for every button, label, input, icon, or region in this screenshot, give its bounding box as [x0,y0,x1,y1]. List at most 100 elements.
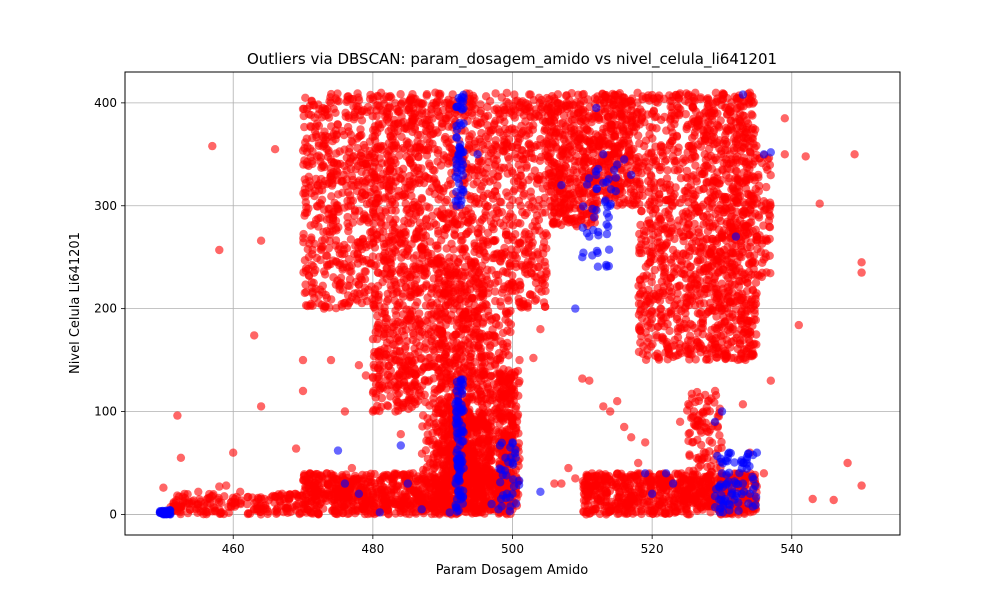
data-point [476,137,485,146]
data-point [301,93,310,103]
data-point [391,158,400,168]
data-point [355,289,364,299]
data-point [402,283,411,292]
data-point [419,178,429,188]
data-point [649,107,658,116]
data-point [406,93,416,102]
data-point [667,292,676,302]
data-point [567,89,576,98]
data-point [471,104,480,114]
data-point [698,317,707,326]
data-point [328,227,337,236]
data-point [299,111,308,121]
data-point [370,300,379,309]
data-point [370,285,380,294]
data-point [399,275,409,285]
data-point [526,268,536,278]
data-point [304,204,313,213]
data-point [509,235,518,245]
data-point [344,111,353,120]
data-point [520,249,530,259]
data-point [660,157,670,166]
data-point [494,270,503,279]
data-point [360,143,369,152]
data-point [394,228,403,238]
data-point [335,279,345,288]
data-point [399,248,408,257]
data-point [471,273,480,282]
data-point [624,143,633,152]
data-point [337,302,347,311]
data-point [478,362,487,371]
data-point [383,401,392,410]
data-point [492,150,501,160]
data-point [709,186,718,196]
data-point [384,139,394,148]
data-point [654,212,664,221]
data-point [545,173,554,182]
chart-title: Outliers via DBSCAN: param_dosagem_amido… [247,50,777,69]
data-point [304,172,313,181]
data-point [673,333,683,342]
data-point [611,144,620,153]
data-point [316,157,325,166]
data-point [677,306,686,316]
data-point [642,219,652,229]
data-point [467,349,476,358]
data-point [499,221,508,230]
data-point [455,366,464,375]
data-point [319,227,328,237]
data-point [480,248,489,257]
data-point [594,140,604,149]
data-point [327,192,336,201]
data-point [324,148,333,157]
data-point [423,293,432,302]
data-point [318,281,327,290]
data-point [434,146,443,155]
data-point [383,158,392,167]
data-point [676,323,685,332]
data-point [310,239,319,248]
data-point [444,393,453,402]
data-point [607,120,616,129]
data-point [520,300,529,309]
data-point [422,90,432,99]
data-point [402,337,412,346]
data-point [319,267,329,276]
data-point [537,287,546,296]
data-point [662,126,671,135]
data-point [508,102,518,111]
data-point [581,116,590,126]
data-point [664,210,673,219]
data-point [635,307,645,316]
data-point [343,291,353,300]
data-point [344,255,354,264]
data-point [311,265,320,275]
data-point [688,186,697,195]
data-point [327,132,337,141]
data-point [325,204,334,214]
data-point [567,127,576,136]
data-point [402,124,411,134]
data-point [312,215,321,225]
data-point [636,105,645,114]
data-point [561,147,571,156]
data-point [520,230,529,239]
data-point [689,104,698,113]
data-point [372,350,382,359]
data-point [334,97,343,106]
data-point [626,188,635,197]
data-point [407,356,416,366]
data-point [331,126,340,135]
data-point [482,272,491,281]
data-point [575,143,584,153]
data-point [437,309,446,318]
data-point [362,216,372,225]
data-point [561,137,570,147]
data-point [425,187,434,196]
data-point [692,280,701,289]
data-point [501,230,511,240]
data-point [379,239,389,249]
data-point [402,206,411,215]
data-point [425,124,434,134]
